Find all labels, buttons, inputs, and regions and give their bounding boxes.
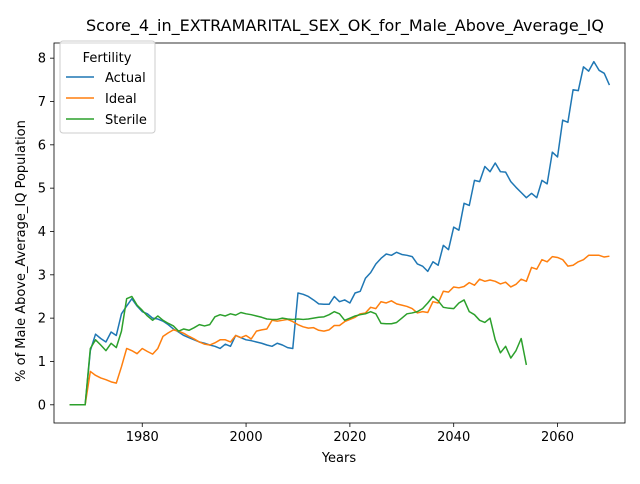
y-axis: 0 1 2 3 4 5 6 7 8 [38,52,54,413]
legend-box [59,40,156,134]
x-tick-label: 2000 [230,430,263,445]
series-layer [69,60,611,406]
y-tick-label: 5 [38,182,46,197]
x-tick-label: 2040 [437,430,470,445]
x-tick-label: 2020 [333,430,366,445]
y-tick-label: 7 [38,95,46,110]
y-tick-label: 2 [38,312,46,327]
series-line-ideal [69,254,610,406]
legend-entries: Actual Ideal Sterile [66,71,147,128]
legend-title: Fertility [83,51,132,66]
y-axis-label: % of Male Above_Average_IQ Population [14,120,29,382]
legend: Fertility Actual Ideal Sterile [59,40,156,134]
legend-label-actual: Actual [105,71,146,86]
series-line-sterile [69,295,528,406]
x-axis-label: Years [321,451,357,466]
y-tick-label: 1 [38,355,46,370]
x-tick-label: 2060 [541,430,574,445]
x-tick-label: 1980 [126,430,159,445]
chart-title: Score_4_in_EXTRAMARITAL_SEX_OK_for_Male_… [86,16,604,36]
legend-label-sterile: Sterile [105,113,147,128]
x-axis: 1980 2000 2020 2040 2060 [126,423,574,445]
y-tick-label: 0 [38,398,46,413]
plot-frame [53,42,626,424]
y-tick-label: 3 [38,268,46,283]
legend-label-ideal: Ideal [105,92,137,107]
y-tick-label: 4 [38,225,46,240]
series-line-actual [69,60,611,406]
y-tick-label: 6 [38,138,46,153]
y-tick-label: 8 [38,52,46,67]
